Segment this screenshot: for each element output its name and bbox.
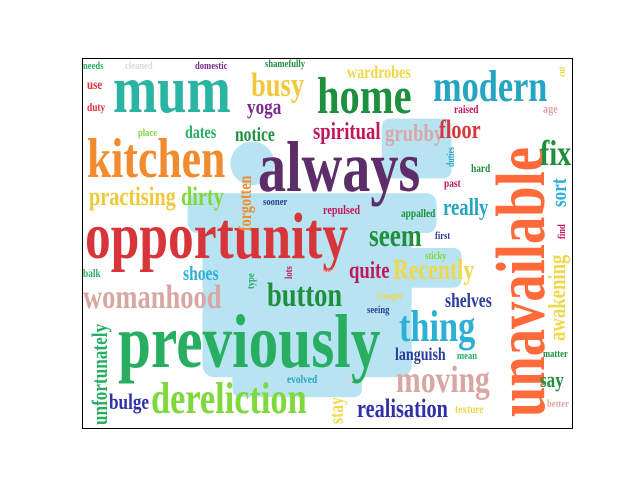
- word-texture: texture: [455, 402, 484, 416]
- word-yoga: yoga: [247, 94, 282, 119]
- word-awakening: awakening: [545, 254, 571, 341]
- word-seem: seem: [369, 217, 422, 253]
- word-forgotten: forgotten: [235, 175, 255, 231]
- word-practising: practising: [89, 182, 176, 211]
- word-realisation: realisation: [357, 394, 448, 423]
- word-dirty: dirty: [181, 182, 224, 211]
- word-busy: busy: [251, 67, 305, 104]
- word-kitchen: kitchen: [87, 128, 226, 190]
- word-lots: lots: [283, 266, 295, 279]
- word-sort: sort: [546, 178, 571, 207]
- word-cut: cut: [557, 66, 568, 77]
- word-raised: raised: [454, 102, 479, 116]
- word-appalled: appalled: [401, 206, 436, 220]
- word-duty: duty: [87, 100, 106, 114]
- word-cleaned: cleaned: [125, 60, 153, 72]
- word-say: say: [540, 367, 564, 392]
- word-use: use: [87, 78, 103, 93]
- word-first: first: [435, 230, 451, 242]
- word-needs: needs: [83, 60, 104, 72]
- word-type: type: [245, 273, 257, 289]
- word-grubby: grubby: [385, 121, 444, 147]
- person-silhouette-icon: [187, 118, 462, 398]
- word-bulge: bulge: [109, 389, 150, 414]
- word-sticky: sticky: [425, 250, 447, 262]
- word-unfortunately: unfortunately: [87, 323, 112, 425]
- word-duties: duties: [446, 147, 457, 167]
- word-previously: previously: [118, 300, 381, 384]
- word-cloud-frame: mum always unavailable opportunity previ…: [82, 58, 573, 429]
- word-past: past: [444, 176, 461, 190]
- word-home: home: [317, 68, 412, 125]
- word-seeing: seeing: [367, 304, 390, 316]
- word-sooner: sooner: [263, 196, 288, 208]
- word-recently: Recently: [393, 255, 475, 286]
- word-fix: fix: [540, 133, 572, 173]
- word-notice: notice: [235, 124, 275, 146]
- word-opportunity: opportunity: [85, 200, 349, 273]
- word-dereliction: dereliction: [151, 374, 307, 423]
- word-always: always: [258, 127, 421, 207]
- word-matter: matter: [543, 348, 568, 360]
- word-wardrobes: wardrobes: [347, 62, 411, 82]
- word-floor: floor: [439, 115, 481, 144]
- word-shamefully: shamefully: [265, 58, 306, 70]
- word-better: better: [547, 398, 569, 410]
- word-thing: thing: [399, 302, 476, 351]
- word-shoes: shoes: [183, 263, 219, 285]
- word-shelves: shelves: [445, 290, 492, 312]
- word-evolved: evolved: [287, 372, 318, 386]
- word-hard: hard: [471, 161, 491, 175]
- word-womanhood: womanhood: [83, 279, 222, 316]
- word-google: Google: [377, 290, 403, 302]
- word-spiritual: spiritual: [313, 119, 381, 145]
- silhouette-shape: [187, 118, 462, 398]
- word-fits: fits: [343, 374, 354, 385]
- word-dates: dates: [185, 122, 217, 142]
- word-balk: balk: [83, 266, 101, 280]
- word-button: button: [267, 277, 343, 314]
- word-modern: modern: [433, 62, 548, 111]
- word-vessels: vessels: [317, 266, 337, 276]
- word-domestic: domestic: [195, 60, 228, 72]
- word-age: age: [543, 101, 558, 116]
- word-place: place: [138, 127, 158, 139]
- word-languish: languish: [395, 344, 446, 364]
- word-repulsed: repulsed: [323, 202, 361, 217]
- word-moving: moving: [396, 359, 490, 401]
- word-stay: stay: [326, 397, 348, 424]
- word-quite: quite: [349, 258, 390, 284]
- word-find: find: [556, 224, 568, 239]
- word-really: really: [443, 195, 489, 221]
- word-mum: mum: [113, 58, 231, 127]
- word-mean: mean: [457, 350, 478, 362]
